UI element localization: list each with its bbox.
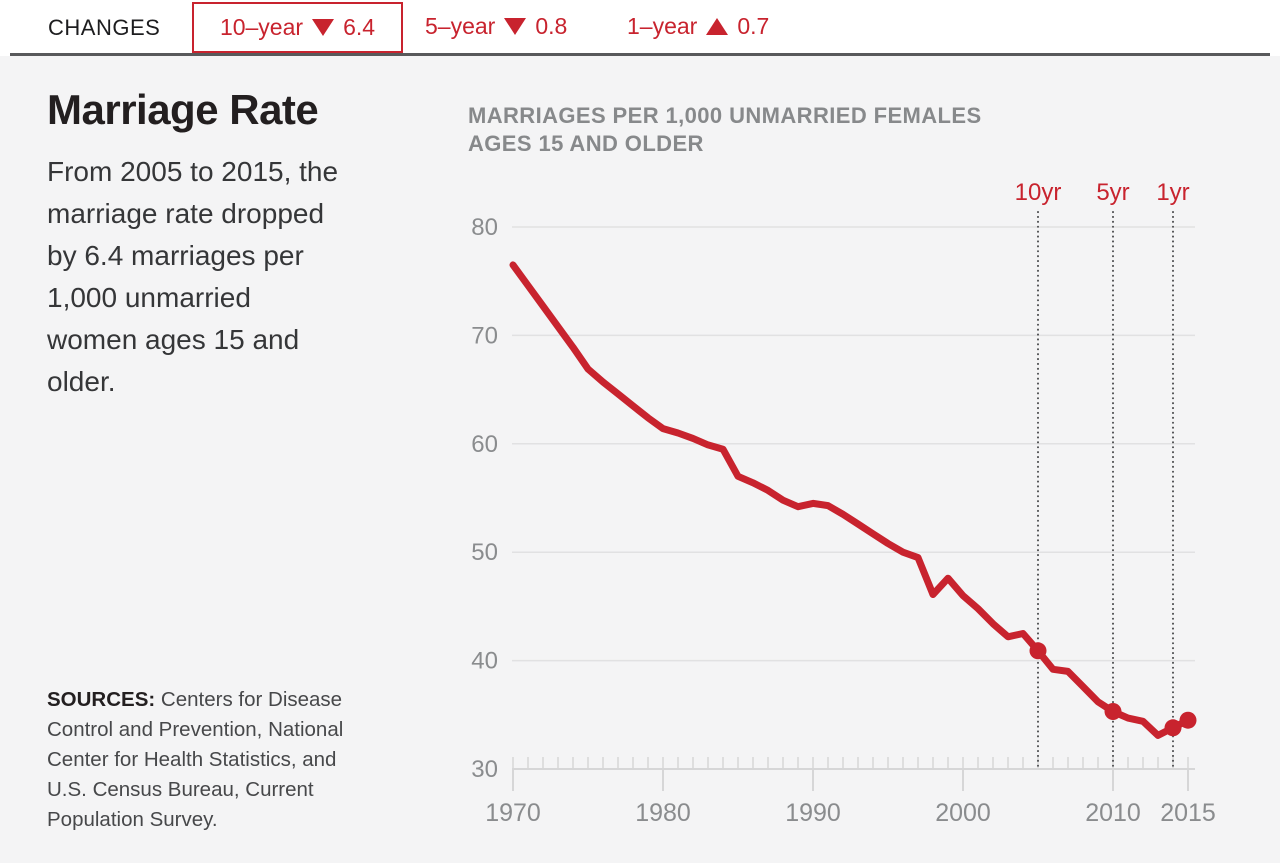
guide-label: 10yr <box>1015 179 1062 206</box>
sources-note: SOURCES: Centers for Disease Control and… <box>47 685 447 835</box>
change-period: 10–year <box>219 14 304 40</box>
description-line: by 6.4 marriages per <box>47 240 304 271</box>
sources-line: Center for Health Statistics, and <box>47 748 337 771</box>
marker-dot <box>1179 711 1197 729</box>
y-tick-label: 80 <box>471 214 498 241</box>
changes-bar: CHANGES 10–year 6.4 5–year 0.8 1–year 0.… <box>0 0 1280 53</box>
guide-label: 5yr <box>1096 179 1129 206</box>
changes-label: CHANGES <box>48 15 161 40</box>
chart-title-line: MARRIAGES PER 1,000 UNMARRIED FEMALES <box>468 103 982 128</box>
page-title: Marriage Rate <box>47 86 319 133</box>
guide-label: 1yr <box>1156 179 1189 206</box>
sources-line: Population Survey. <box>47 808 218 831</box>
description-line: marriage rate dropped <box>47 198 325 229</box>
trend-line <box>509 261 1192 739</box>
description-line: From 2005 to 2015, the <box>47 156 339 187</box>
sources-line: SOURCES: Centers for Disease <box>47 688 343 711</box>
sources-label: SOURCES: <box>47 688 156 711</box>
sources-line: U.S. Census Bureau, Current <box>47 778 314 801</box>
change-value: 0.8 <box>535 13 568 39</box>
y-tick-label: 30 <box>471 756 498 783</box>
marriage-rate-line-chart: 30 40 50 60 70 80 1970 1980 1990 2000 2010 2015 10yr… <box>460 168 1240 863</box>
x-tick-label: 2000 <box>935 799 991 827</box>
down-triangle-icon <box>312 19 335 36</box>
x-tick-label: 2010 <box>1085 799 1141 827</box>
description: From 2005 to 2015, the marriage rate dro… <box>47 151 447 403</box>
change-value: 0.7 <box>737 13 770 39</box>
chart-svg: 30 40 50 60 70 80 1970 1980 1990 2000 2010 2015 10yr… <box>471 179 1216 827</box>
down-triangle-icon <box>504 18 527 35</box>
content-panel: Marriage Rate From 2005 to 2015, the mar… <box>0 56 1280 863</box>
separator-rule <box>10 53 1270 56</box>
sources-line: Control and Prevention, National <box>47 718 344 741</box>
change-value: 6.4 <box>343 14 376 40</box>
y-tick-label: 60 <box>471 431 498 458</box>
marker-dot <box>1029 642 1047 660</box>
change-item-5-year: 5–year 0.8 <box>425 0 567 53</box>
x-tick-label: 1990 <box>785 799 841 827</box>
chart-title-line: AGES 15 AND OLDER <box>468 131 704 156</box>
y-tick-label: 70 <box>471 322 498 349</box>
y-tick-label: 50 <box>471 539 498 566</box>
x-tick-label: 2015 <box>1160 799 1216 827</box>
x-tick-label: 1970 <box>485 799 541 827</box>
chart-title: MARRIAGES PER 1,000 UNMARRIED FEMALES AG… <box>468 102 982 158</box>
change-item-1-year: 1–year 0.7 <box>627 0 769 53</box>
description-line: women ages 15 and <box>47 324 300 355</box>
y-tick-label: 40 <box>471 648 498 675</box>
change-period: 5–year <box>425 13 496 39</box>
description-line: 1,000 unmarried <box>47 282 251 313</box>
change-period: 1–year <box>627 13 698 39</box>
marker-dot <box>1104 703 1122 720</box>
marker-dot <box>1164 719 1182 737</box>
description-line: older. <box>47 366 116 397</box>
x-tick-label: 1980 <box>635 799 691 827</box>
up-triangle-icon <box>706 18 729 35</box>
change-item-10-year: 10–year 6.4 <box>192 2 403 53</box>
